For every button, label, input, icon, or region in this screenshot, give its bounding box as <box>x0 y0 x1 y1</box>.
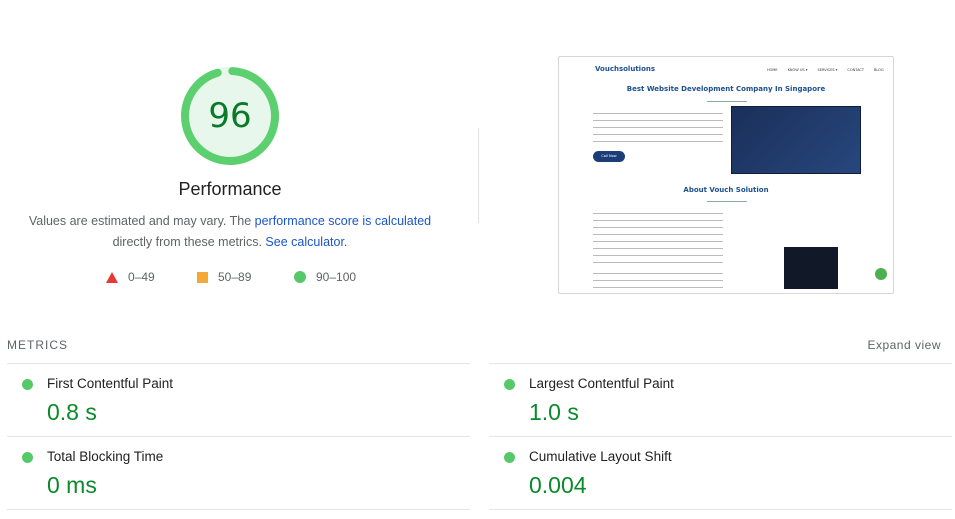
see-calculator-link[interactable]: See calculator. <box>265 235 348 249</box>
divider <box>478 128 479 223</box>
page-screenshot: Vouchsolutions HOME KNOW US ▾ SERVICES ▾… <box>558 56 894 294</box>
legend-fail: 0–49 <box>106 270 155 284</box>
about-image <box>784 247 838 289</box>
performance-label: Performance <box>178 179 282 199</box>
metric-value: 0 ms <box>47 472 97 498</box>
pass-circle-icon <box>504 452 515 463</box>
metric-label: Total Blocking Time <box>47 449 164 464</box>
nav-item: CONTACT <box>847 68 864 72</box>
legend-range: 50–89 <box>218 270 252 284</box>
expand-view-button[interactable]: Expand view <box>867 338 941 352</box>
nav-item: SERVICES ▾ <box>817 68 838 72</box>
square-icon <box>197 271 208 283</box>
text-block <box>593 113 723 147</box>
metric-label: Cumulative Layout Shift <box>529 449 672 464</box>
metric-label: First Contentful Paint <box>47 376 174 391</box>
about-heading: About Vouch Solution <box>683 186 769 194</box>
call-now-button: Call Now <box>593 151 625 162</box>
heading-underline <box>707 101 747 102</box>
nav-item: KNOW US ▾ <box>787 68 808 72</box>
legend-range: 90–100 <box>316 270 357 284</box>
nav-item: HOME <box>767 68 778 72</box>
divider <box>7 509 470 510</box>
metric-fcp: First Contentful Paint 0.8 s <box>7 363 470 436</box>
metric-cls: Cumulative Layout Shift 0.004 <box>489 436 952 509</box>
site-heading: Best Website Development Company In Sing… <box>626 85 826 93</box>
pass-circle-icon <box>504 379 515 390</box>
metric-value: 0.8 s <box>47 399 97 425</box>
divider <box>489 509 952 510</box>
pass-circle-icon <box>22 452 33 463</box>
description-text: Values are estimated and may vary. The <box>28 214 255 228</box>
description-text-2: directly from these metrics. <box>112 235 266 249</box>
performance-score-link[interactable]: performance score is calculated <box>254 214 432 228</box>
performance-score: 96 <box>208 96 252 136</box>
text-block <box>593 213 723 265</box>
site-logo: Vouchsolutions <box>595 65 656 73</box>
metric-tbt: Total Blocking Time 0 ms <box>7 436 470 509</box>
heading-underline <box>707 201 747 202</box>
pass-circle-icon <box>22 379 33 390</box>
legend-range: 0–49 <box>128 270 155 284</box>
metric-value: 1.0 s <box>529 399 579 425</box>
hero-image <box>731 106 861 174</box>
score-gauge <box>181 67 279 165</box>
text-block <box>593 273 723 293</box>
metric-lcp: Largest Contentful Paint 1.0 s <box>489 363 952 436</box>
legend-pass: 90–100 <box>294 270 356 284</box>
circle-icon <box>294 271 306 283</box>
site-nav: HOME KNOW US ▾ SERVICES ▾ CONTACT BLOG <box>767 68 884 72</box>
legend-average: 50–89 <box>197 270 251 284</box>
nav-item: BLOG <box>874 68 884 72</box>
metrics-heading: METRICS <box>7 338 68 352</box>
triangle-icon <box>106 271 118 283</box>
metric-label: Largest Contentful Paint <box>529 376 674 391</box>
score-description: Values are estimated and may vary. The p… <box>20 211 440 253</box>
metric-value: 0.004 <box>529 472 587 498</box>
whatsapp-icon <box>875 268 887 280</box>
